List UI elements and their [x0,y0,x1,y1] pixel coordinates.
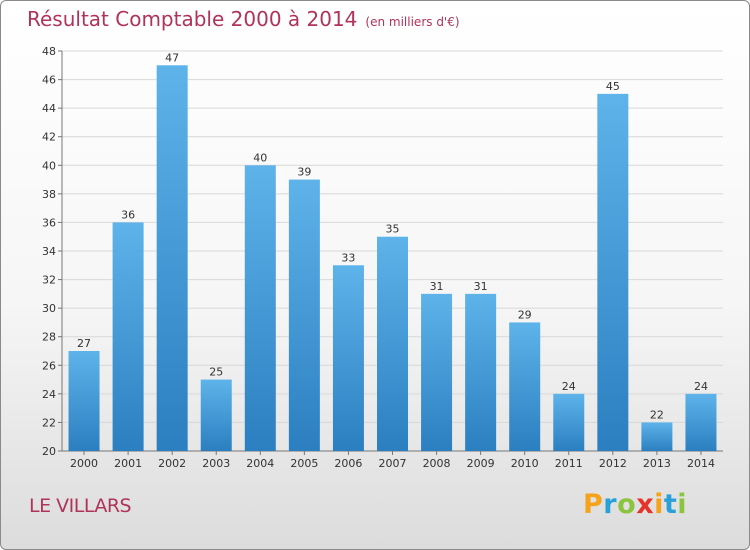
y-tick-label: 38 [42,188,56,201]
logo-letter: i [677,489,688,520]
x-tick-label: 2005 [290,457,318,470]
y-tick-label: 40 [42,159,56,172]
data-label: 36 [121,208,135,221]
data-label: 40 [253,151,267,164]
x-tick-label: 2002 [158,457,186,470]
x-tick-label: 2012 [599,457,627,470]
chart-subtitle: (en milliers d'€) [365,15,460,29]
data-label: 33 [341,251,355,264]
x-tick-label: 2014 [687,457,715,470]
data-label: 25 [209,366,223,379]
labels: 20 22 24 26 28 30 32 34 36 38 40 42 44 46 48 27 2000 36 20… [42,45,715,470]
y-tick-label: 42 [42,131,56,144]
x-tick-label: 2010 [511,457,539,470]
x-tick-label: 2013 [643,457,671,470]
data-label: 35 [386,223,400,236]
logo-letter: t [663,489,678,520]
x-tick-label: 2008 [423,457,451,470]
bar [244,165,276,452]
bar [112,222,144,451]
bar [332,265,364,451]
x-tick-label: 2006 [334,457,362,470]
logo-letter: i [654,489,664,520]
bar [597,93,629,451]
logo-letter: x [636,489,655,520]
commune-name: LE VILLARS [29,495,132,517]
bar [641,422,673,451]
data-label: 39 [297,166,311,179]
bar [200,379,232,451]
proxiti-logo[interactable]: Proxiti [583,489,687,520]
y-tick-label: 28 [42,331,56,344]
x-tick-label: 2007 [379,457,407,470]
y-tick-label: 32 [42,274,56,287]
y-tick-label: 22 [42,416,56,429]
bar [68,351,100,451]
x-tick-label: 2009 [467,457,495,470]
data-label: 27 [77,337,91,350]
x-tick-label: 2001 [114,457,142,470]
logo-letter: P [583,489,604,520]
data-label: 47 [165,51,179,64]
x-tick-label: 2004 [246,457,274,470]
bar [685,393,717,451]
x-tick-label: 2003 [202,457,230,470]
y-tick-label: 26 [42,359,56,372]
bar [288,179,320,452]
data-label: 29 [518,308,532,321]
bar [377,236,408,451]
bar [156,65,188,452]
title-text: Résultat Comptable 2000 à 2014 [27,7,358,31]
x-tick-label: 2000 [70,457,98,470]
logo-letter: r [603,489,618,520]
y-tick-label: 46 [42,74,56,87]
bar [465,293,497,451]
data-label: 31 [474,280,488,293]
data-label: 31 [430,280,444,293]
y-tick-label: 20 [42,445,56,458]
y-tick-label: 48 [42,45,56,58]
bars [68,65,717,452]
bar [509,322,541,451]
data-label: 22 [650,408,664,421]
bar [421,293,453,451]
y-tick-label: 44 [42,102,56,115]
data-label: 24 [562,380,576,393]
bar [553,393,585,451]
data-label: 24 [694,380,708,393]
y-tick-label: 34 [42,245,56,258]
y-tick-label: 24 [42,388,56,401]
y-tick-label: 30 [42,302,56,315]
data-label: 45 [606,80,620,93]
x-tick-label: 2011 [555,457,583,470]
chart-title: Résultat Comptable 2000 à 2014 (en millie… [27,7,460,31]
logo-letter: o [617,489,637,520]
y-tick-label: 36 [42,216,56,229]
